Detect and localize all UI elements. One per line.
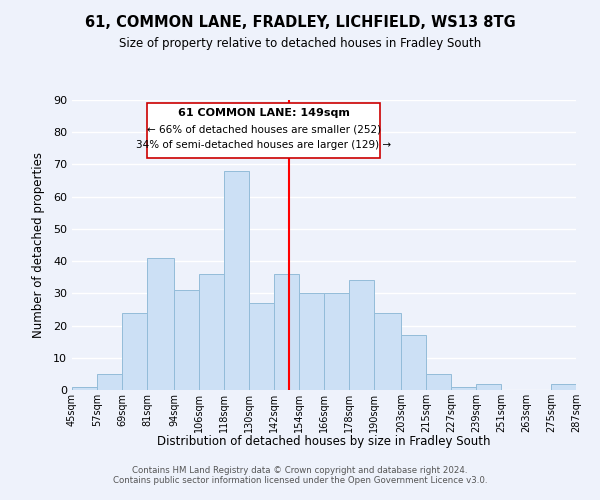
Bar	[476, 384, 501, 390]
Bar	[349, 280, 374, 390]
Bar	[174, 290, 199, 390]
Y-axis label: Number of detached properties: Number of detached properties	[32, 152, 44, 338]
Bar	[324, 294, 349, 390]
Text: ← 66% of detached houses are smaller (252): ← 66% of detached houses are smaller (25…	[146, 124, 380, 134]
Bar	[426, 374, 451, 390]
Bar	[401, 335, 426, 390]
Text: 61, COMMON LANE, FRADLEY, LICHFIELD, WS13 8TG: 61, COMMON LANE, FRADLEY, LICHFIELD, WS1…	[85, 15, 515, 30]
Bar	[199, 274, 224, 390]
Text: 34% of semi-detached houses are larger (129) →: 34% of semi-detached houses are larger (…	[136, 140, 391, 150]
FancyBboxPatch shape	[147, 103, 380, 158]
Bar	[97, 374, 122, 390]
Text: 61 COMMON LANE: 149sqm: 61 COMMON LANE: 149sqm	[178, 108, 350, 118]
Bar	[122, 312, 147, 390]
Bar	[374, 312, 401, 390]
Bar	[299, 294, 324, 390]
Bar	[147, 258, 174, 390]
Bar	[451, 387, 476, 390]
Bar	[274, 274, 299, 390]
Bar	[551, 384, 576, 390]
Text: Size of property relative to detached houses in Fradley South: Size of property relative to detached ho…	[119, 38, 481, 51]
Bar	[224, 171, 249, 390]
Text: Contains HM Land Registry data © Crown copyright and database right 2024.
Contai: Contains HM Land Registry data © Crown c…	[113, 466, 487, 485]
Bar	[249, 303, 274, 390]
Bar	[72, 387, 97, 390]
Text: Distribution of detached houses by size in Fradley South: Distribution of detached houses by size …	[157, 435, 491, 448]
